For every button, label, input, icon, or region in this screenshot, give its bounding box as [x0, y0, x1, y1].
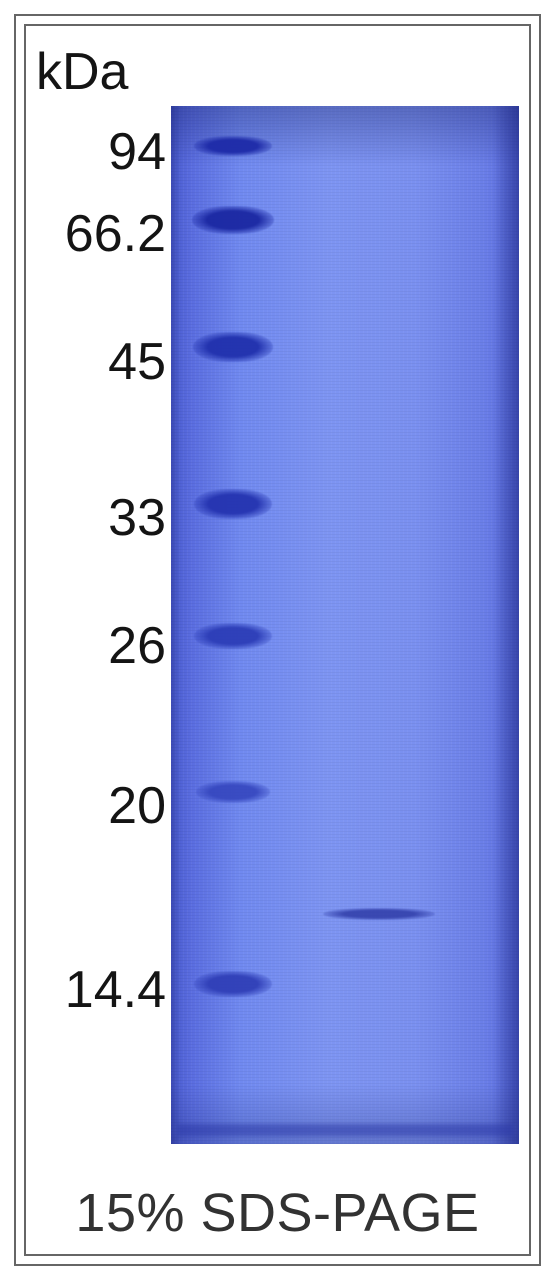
ladder-band	[194, 136, 272, 156]
figure-content: kDa 94 66.2 45 33 26 20 14.4 15% SDS-PAGE	[36, 36, 519, 1244]
mw-label: 33	[36, 488, 166, 548]
gel-caption: 15% SDS-PAGE	[36, 1182, 519, 1244]
ladder-band	[194, 489, 272, 519]
mw-label: 66.2	[36, 204, 166, 264]
gel-left-edge	[171, 106, 181, 1144]
mw-label: 14.4	[36, 960, 166, 1020]
gel-image	[171, 106, 519, 1144]
kda-unit-label: kDa	[36, 42, 128, 102]
mw-label: 20	[36, 776, 166, 836]
ladder-band	[194, 971, 272, 997]
sample-band	[323, 908, 435, 920]
mw-label: 45	[36, 332, 166, 392]
mw-label: 94	[36, 122, 166, 182]
ladder-band	[192, 206, 274, 234]
ladder-band	[193, 332, 273, 362]
ladder-band	[196, 781, 270, 803]
ladder-band	[194, 623, 272, 649]
mw-label: 26	[36, 616, 166, 676]
gel-right-edge	[493, 106, 519, 1144]
dye-front	[177, 1124, 513, 1136]
